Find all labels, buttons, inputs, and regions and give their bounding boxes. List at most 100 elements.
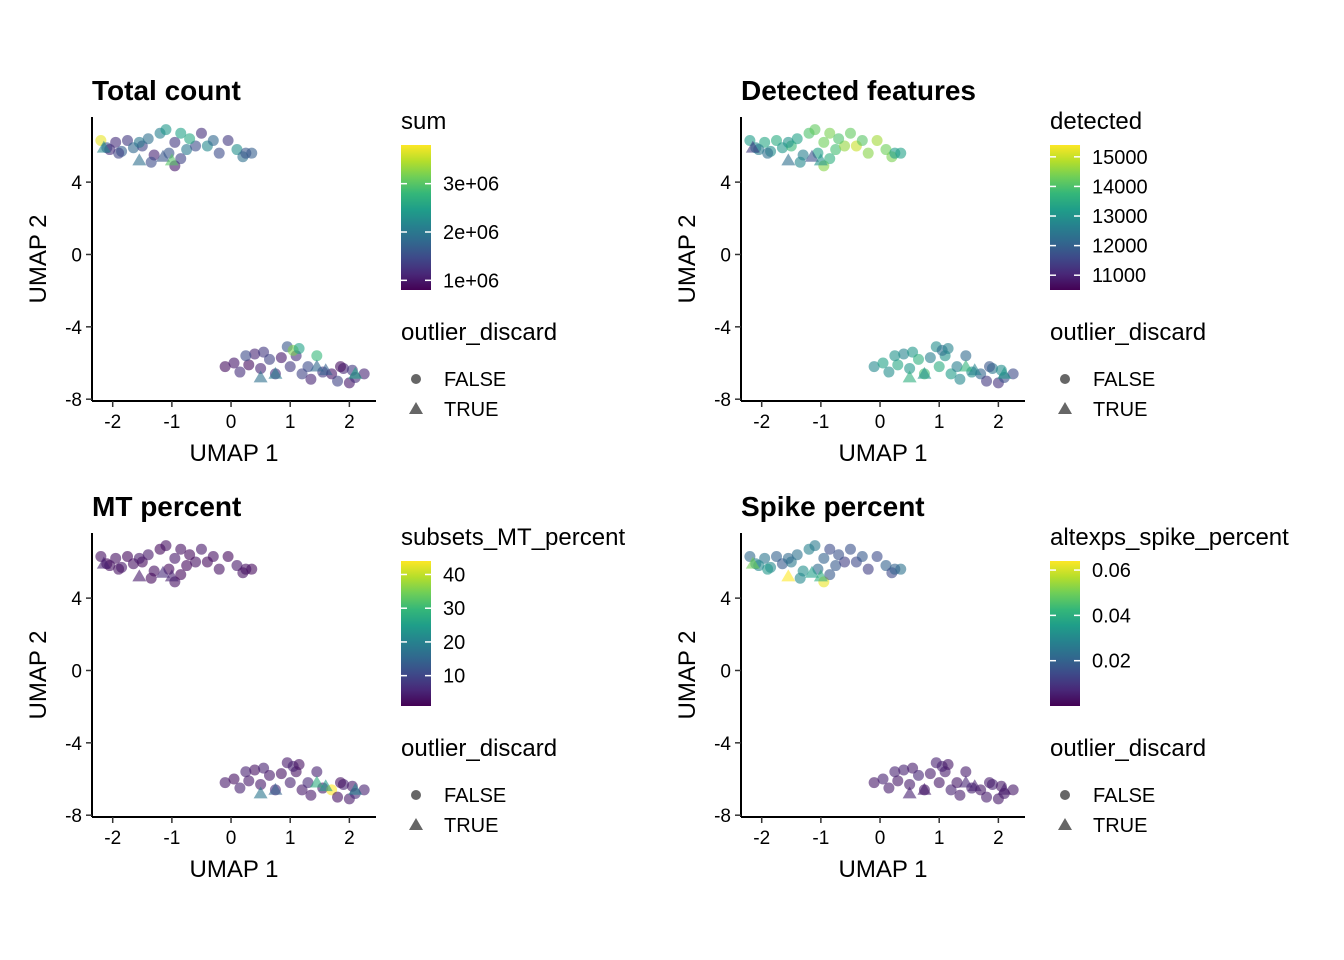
data-point — [960, 350, 972, 362]
legend-triangle-key — [1058, 402, 1072, 414]
data-point — [243, 775, 255, 787]
data-point — [833, 133, 845, 145]
data-point — [113, 147, 125, 159]
data-point — [222, 135, 234, 147]
data-point — [169, 552, 181, 564]
y-tick-label: -8 — [714, 806, 731, 827]
legend-triangle-key — [409, 402, 423, 414]
chart-title: Total count — [92, 75, 241, 106]
data-point — [818, 136, 830, 148]
data-point — [255, 362, 267, 374]
x-tick-label: 2 — [993, 412, 1004, 433]
data-point — [133, 552, 145, 564]
data-point — [219, 361, 231, 373]
legend-circle-key — [411, 790, 421, 800]
chart-panel-3: MT percent -2 -1 0 1 2 -8 -4 0 4 UMAP 1 UMAP 2 subse… — [25, 491, 625, 883]
data-point — [862, 563, 874, 575]
y-axis-title: UMAP 2 — [25, 215, 52, 304]
colorbar-tick-label: 20 — [443, 632, 465, 654]
data-point — [960, 766, 972, 778]
data-point-triangle — [813, 153, 828, 166]
data-point — [889, 766, 901, 778]
data-point — [762, 563, 774, 575]
data-point-triangle — [813, 569, 828, 582]
data-point — [332, 791, 344, 803]
data-point — [871, 551, 883, 563]
data-point — [904, 362, 916, 374]
data-point — [133, 136, 145, 148]
data-point — [898, 348, 910, 360]
x-axis-title: UMAP 1 — [190, 440, 279, 467]
data-point — [240, 147, 252, 159]
data-point — [954, 789, 966, 801]
data-point — [335, 777, 346, 789]
data-point-triangle — [967, 363, 982, 376]
data-point — [169, 136, 181, 148]
colorbar-tick-label: 40 — [443, 564, 465, 586]
data-point — [142, 133, 154, 145]
x-tick-label: 1 — [934, 828, 945, 849]
y-tick-label: -4 — [714, 318, 731, 339]
legend-label-true: TRUE — [1093, 399, 1147, 421]
x-tick-label: 2 — [344, 412, 355, 433]
data-point-triangle — [96, 140, 111, 153]
y-tick-label: 0 — [720, 661, 731, 682]
legend-label-false: FALSE — [1093, 785, 1155, 807]
y-tick-label: -8 — [714, 390, 731, 411]
color-legend-title: detected — [1050, 108, 1142, 135]
data-point-triangle — [268, 366, 283, 379]
x-tick-label: 2 — [344, 828, 355, 849]
y-axis-title: UMAP 2 — [674, 215, 701, 304]
data-point — [951, 361, 963, 373]
data-point — [833, 549, 845, 561]
y-tick-label: 0 — [720, 245, 731, 266]
shape-legend-title: outlier_discard — [401, 319, 557, 346]
chart-title: Detected features — [741, 75, 976, 106]
data-point — [913, 353, 924, 365]
data-point-triangle — [745, 140, 760, 153]
data-point — [791, 133, 803, 145]
x-tick-label: -2 — [104, 412, 121, 433]
colorbar-tick-label: 11000 — [1092, 265, 1146, 287]
x-tick-label: 1 — [285, 828, 296, 849]
data-point — [243, 359, 255, 371]
data-point — [883, 782, 895, 794]
data-point — [868, 777, 880, 789]
legend-label-true: TRUE — [444, 815, 498, 837]
data-point — [883, 366, 895, 378]
data-point — [1007, 368, 1019, 380]
colorbar-tick-label: 0.06 — [1092, 560, 1131, 582]
data-point — [145, 572, 157, 584]
shape-legend-title: outlier_discard — [1050, 319, 1206, 346]
data-point — [219, 777, 231, 789]
x-tick-label: -1 — [812, 828, 829, 849]
x-tick-label: 1 — [285, 412, 296, 433]
data-point-triangle — [309, 359, 324, 372]
x-tick-label: -1 — [812, 412, 829, 433]
data-point-triangle — [164, 569, 179, 582]
colorbar-tick-label: 2e+06 — [443, 222, 499, 244]
data-point — [264, 769, 275, 781]
legend-circle-key — [1060, 374, 1070, 384]
data-point — [782, 136, 794, 148]
data-point — [981, 375, 993, 387]
data-point — [234, 782, 246, 794]
color-legend-title: sum — [401, 108, 446, 135]
data-point — [824, 127, 836, 139]
legend-label-false: FALSE — [444, 785, 506, 807]
data-point-triangle — [781, 569, 796, 582]
data-point — [284, 361, 296, 373]
data-point — [195, 543, 207, 555]
data-point — [898, 764, 910, 776]
data-point — [332, 375, 344, 387]
colorbar-tick-label: 3e+06 — [443, 174, 499, 196]
x-tick-label: 1 — [934, 412, 945, 433]
x-axis-title: UMAP 1 — [839, 440, 928, 467]
chart-panel-1: Total count -2 -1 0 1 2 -8 -4 0 4 UMAP 1 UMAP 2 sum 1… — [25, 75, 557, 467]
data-point — [877, 357, 889, 369]
data-point — [113, 563, 125, 575]
data-point — [311, 350, 323, 362]
data-point-triangle — [958, 359, 973, 372]
data-point — [809, 124, 821, 136]
chart-title: Spike percent — [741, 491, 925, 522]
